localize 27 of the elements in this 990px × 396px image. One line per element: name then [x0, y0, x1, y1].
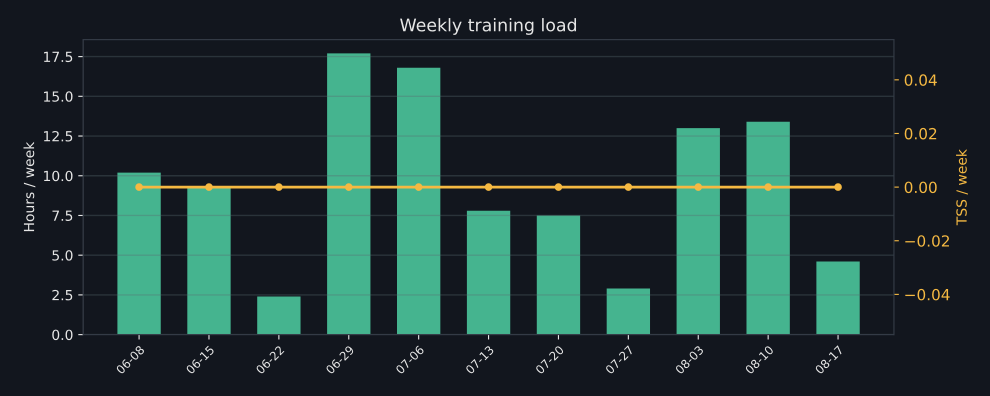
- y-tick-label: 5.0: [52, 250, 73, 261]
- bar: [327, 53, 370, 335]
- bar: [816, 262, 860, 335]
- y-tick-label: 12.5: [44, 131, 72, 142]
- y-axis-title: Hours / week: [24, 142, 36, 232]
- bar: [117, 172, 161, 335]
- bar: [187, 186, 231, 335]
- bar: [397, 68, 440, 335]
- y-tick-label: 0.0: [52, 330, 73, 340]
- chart-title: Weekly training load: [400, 18, 576, 35]
- bar: [606, 288, 650, 335]
- y2-tick-label: 0.02: [904, 128, 936, 140]
- y2-tick-label: −0.02: [905, 235, 949, 247]
- bar: [746, 122, 790, 335]
- bar: [466, 210, 510, 335]
- y-tick-label: 7.5: [52, 210, 72, 221]
- y2-tick-label: −0.04: [905, 288, 950, 300]
- bar: [676, 128, 720, 335]
- y-tick-label: 2.5: [52, 290, 72, 300]
- y2-axis-title: TSS / week: [956, 149, 968, 226]
- y2-tick-label: 0.04: [904, 74, 937, 86]
- y-tick-label: 10.0: [44, 170, 73, 182]
- y2-tick-label: 0.00: [904, 182, 937, 194]
- y-tick-label: 15.0: [44, 91, 73, 102]
- bar: [536, 215, 580, 335]
- bar: [257, 296, 301, 335]
- y-tick-label: 17.5: [44, 52, 72, 62]
